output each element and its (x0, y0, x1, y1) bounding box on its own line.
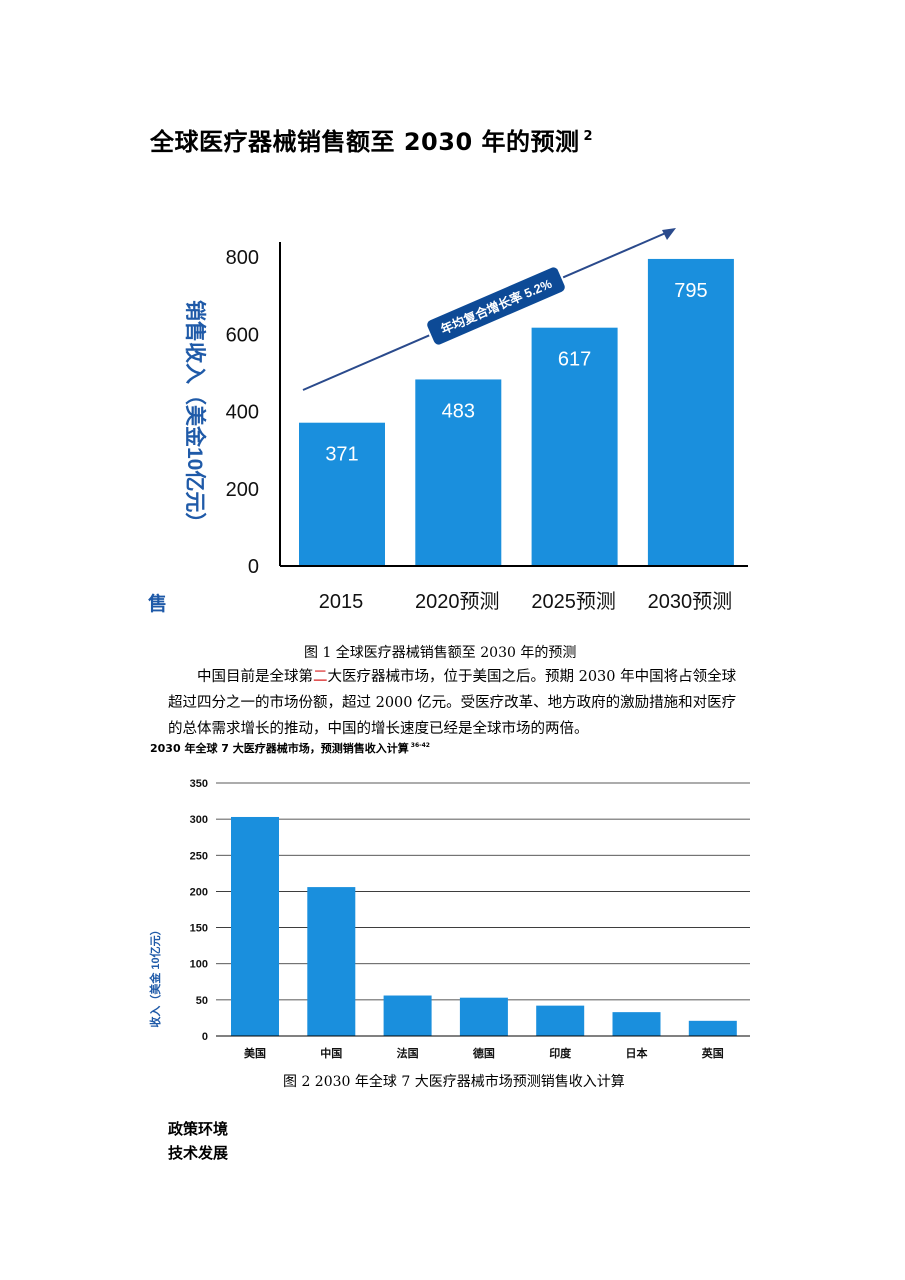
chart1-bars: 371 483 617 795 (299, 258, 734, 566)
figure1-caption: 图 1 全球医疗器械销售额至 2030 年的预测 (304, 645, 577, 661)
chart2-y-tick-label: 300 (190, 814, 208, 826)
chart2-bar (231, 816, 279, 1036)
chart2-bar (536, 1005, 585, 1036)
chart2-x-tick-label: 法国 (397, 1046, 419, 1060)
chart2-title-sup: 36-42 (410, 742, 430, 749)
chart2-gridlines (216, 782, 750, 1001)
chart2-bar (688, 1020, 737, 1036)
chart1-data-label: 483 (442, 400, 475, 422)
chart1-x-tick-label: 2020预测 (415, 590, 500, 613)
chart2-x-tick-label: 日本 (626, 1046, 648, 1060)
chart1-y-tick-label: 800 (226, 247, 259, 269)
chart1-data-label: 795 (674, 280, 707, 302)
chart2-y-tick-label: 250 (190, 850, 208, 862)
paragraph-line-1-a: 中国目前是全球第 (197, 669, 313, 685)
chart2-y-tick-label: 0 (202, 1031, 208, 1043)
heading-technology: 技术发展 (168, 1144, 229, 1162)
chart2-bars (231, 816, 737, 1036)
chart2-title-text: 2030 年全球 7 大医疗器械市场，预测销售收入计算 (150, 742, 409, 755)
chart2-y-tick-label: 100 (190, 959, 208, 971)
chart1-y-axis-title: 销售收入（美金10亿元） (183, 300, 207, 533)
figure2-caption: 图 2 2030 年全球 7 大医疗器械市场预测销售收入计算 (283, 1074, 625, 1090)
chart1-title: 全球医疗器械销售额至 2030 年的预测 2 (150, 122, 593, 157)
chart2-y-tick-label: 200 (190, 886, 208, 898)
chart1-x-tick-label: 2030预测 (648, 590, 733, 613)
chart1-data-label: 617 (558, 349, 591, 371)
chart2-y-axis-title: 收入（美金 10亿元） (148, 924, 162, 1027)
chart2-x-tick-label: 印度 (549, 1046, 572, 1060)
chart1-x-tick-label: 2015 (319, 591, 364, 613)
chart1-title-sup: 2 (583, 129, 594, 144)
chart1-y-ticks: 0 200 400 600 800 (226, 247, 259, 578)
chart2-bar (612, 1012, 661, 1036)
paragraph-line-1-b: 大医疗器械市场，位于美国之后。预期 2030 年中国将占领全球 (327, 669, 737, 685)
chart2-x-tick-label: 美国 (244, 1046, 266, 1060)
chart1-bar (415, 379, 502, 566)
chart2-y-tick-label: 50 (196, 995, 208, 1007)
paragraph-line-2: 超过四分之一的市场份额，超过 2000 亿元。受医疗改革、地方政府的激励措施和对… (168, 695, 737, 711)
chart2-x-tick-label: 中国 (320, 1046, 342, 1060)
chart2-bar (459, 997, 508, 1036)
chart1-y-tick-label: 0 (248, 556, 259, 578)
chart2-y-tick-label: 150 (190, 923, 208, 935)
chart1-bar (531, 327, 618, 566)
chart1-x-labels: 2015 2020预测 2025预测 2030预测 (319, 590, 732, 613)
chart1-y-axis-title-fragment: 售 (147, 592, 167, 615)
chart1-x-tick-label: 2025预测 (531, 590, 616, 613)
highlighted-text: 二 (313, 669, 328, 685)
body-paragraph: 中国目前是全球第二大医疗器械市场，位于美国之后。预期 2030 年中国将占领全球… (168, 664, 773, 742)
paragraph-line-1: 中国目前是全球第二大医疗器械市场，位于美国之后。预期 2030 年中国将占领全球 (168, 664, 773, 690)
chart1-title-text: 全球医疗器械销售额至 2030 年的预测 (150, 128, 580, 156)
chart1: 0 200 400 600 800 371 483 617 795 2015 2020预测 202… (147, 228, 748, 615)
chart2-bar (383, 995, 432, 1036)
chart2-x-tick-label: 德国 (472, 1046, 495, 1060)
chart2-bar (307, 887, 356, 1036)
chart1-y-tick-label: 200 (226, 479, 259, 501)
chart2-y-tick-label: 350 (190, 778, 208, 790)
chart2-title: 2030 年全球 7 大医疗器械市场，预测销售收入计算 36-42 (150, 740, 430, 756)
trend-arrow-head (662, 228, 676, 240)
heading-policy: 政策环境 (168, 1120, 229, 1138)
chart1-y-tick-label: 600 (226, 324, 259, 346)
chart1-bar (299, 422, 385, 566)
chart2-x-tick-label: 英国 (701, 1046, 724, 1060)
chart2-y-ticks: 0 50 100 150 200 250 300 350 (190, 778, 208, 1043)
chart1-bar (647, 258, 734, 566)
paragraph-line-3: 的总体需求增长的推动，中国的增长速度已经是全球市场的两倍。 (168, 721, 589, 737)
chart1-y-tick-label: 400 (226, 402, 259, 424)
chart2-x-labels: 美国 中国 法国 德国 印度 日本 英国 (244, 1046, 724, 1060)
chart1-data-label: 371 (325, 444, 358, 466)
chart2: 0 50 100 150 200 250 300 350 美国 中国 法国 德国 印度 日本 英国 收入（… (148, 778, 750, 1060)
